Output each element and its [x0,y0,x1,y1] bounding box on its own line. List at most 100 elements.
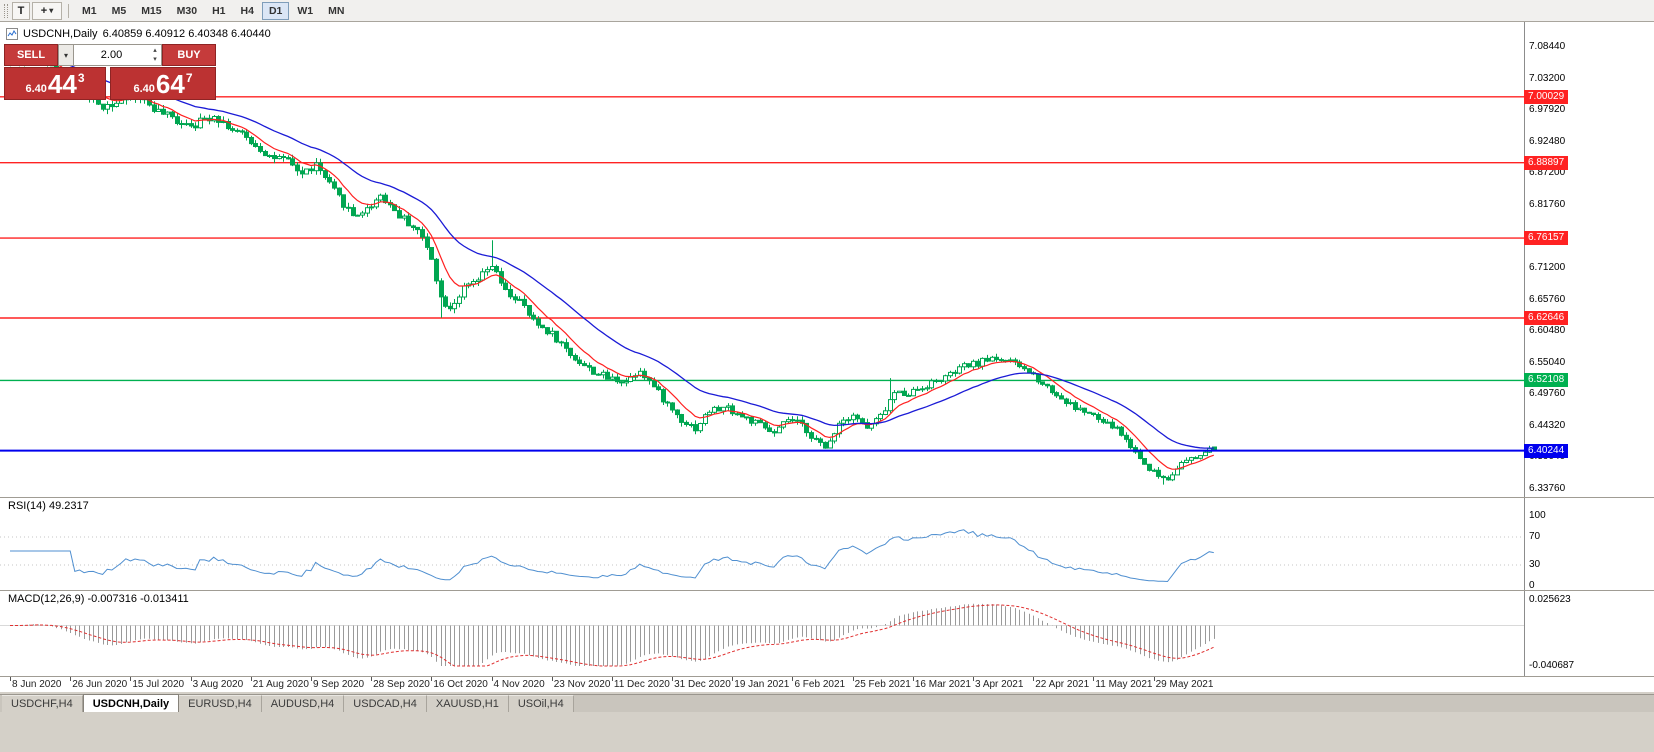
price-axis-label: 6.44320 [1529,419,1566,431]
chart-tabs-bar: USDCHF,H4 USDCNH,Daily EURUSD,H4 AUDUSD,H4 U… [0,694,1654,712]
rsi-line [10,529,1214,583]
chevron-down-icon: ▾ [49,6,54,15]
spinner-down-icon: ▾ [153,56,157,63]
chart-tab-USDCHF[interactable]: USDCHF,H4 [2,695,83,712]
price-axis-label: 7.08440 [1529,41,1566,52]
date-label: 8 Jun 2020 [12,679,62,690]
chart-tab-USOil[interactable]: USOil,H4 [508,695,574,712]
toolbar: T + ▾ M1 M5 M15 M30 H1 H4 D1 W1 MN [0,0,1654,22]
timeframe-button-H1[interactable]: H1 [205,2,232,20]
rsi-scale-label: 100 [1529,510,1546,521]
down-candles [17,54,1217,481]
date-label: 11 Dec 2020 [613,679,670,690]
price-axis-label: 6.92480 [1529,135,1566,147]
date-label: 11 May 2021 [1095,679,1153,690]
timeframe-buttons: M1 M5 M15 M30 H1 H4 D1 W1 MN [75,1,351,20]
rsi-scale-label: 0 [1529,580,1535,591]
chart-canvas[interactable] [0,22,1654,692]
price-tag-6.62646: 6.62646 [1524,311,1569,326]
one-click-trading-panel: SELL ▾ ▴ ▾ BUY 6.40 44 3 6.40 64 [4,44,216,100]
trade-panel-price-row: 6.40 44 3 6.40 64 7 [4,67,216,100]
price-axis-label: 7.03200 [1529,72,1566,84]
toolbar-separator [68,3,69,18]
macd-signal-line [10,604,1215,667]
timeframe-button-MN[interactable]: MN [321,2,351,20]
price-axis-divider [1524,22,1525,676]
sell-price-prefix: 6.40 [25,83,47,95]
timeframe-button-M30[interactable]: M30 [170,2,204,20]
macd-label: MACD(12,26,9) -0.007316 -0.013411 [8,593,189,605]
price-axis-label: 6.60480 [1529,325,1566,337]
templates-button[interactable]: T [12,1,30,20]
sell-price-big: 44 [47,68,77,99]
chart-tab-USDCNH[interactable]: USDCNH,Daily [82,694,180,712]
volume-dropdown-button[interactable]: ▾ [58,44,74,66]
price-axis-label: 6.33760 [1529,482,1566,494]
ema-fast-line [9,57,1214,470]
date-label: 22 Apr 2021 [1035,679,1090,690]
rsi-window-separator[interactable] [0,497,1654,498]
trade-panel-top-row: SELL ▾ ▴ ▾ BUY [4,44,216,66]
rsi-label: RSI(14) 49.2317 [8,500,89,512]
date-label: 23 Nov 2020 [553,679,611,690]
chart-ohlc: 6.40859 6.40912 6.40348 6.40440 [102,28,271,40]
price-tag-6.52108: 6.52108 [1524,373,1569,388]
chart-window [0,22,1654,692]
ema-slow-line [9,59,1214,449]
date-label: 19 Jan 2021 [734,679,790,690]
rsi-scale-label: 30 [1529,559,1541,570]
date-label: 6 Feb 2021 [794,679,846,690]
sell-button[interactable]: SELL [4,44,58,66]
chevron-down-icon: ▾ [63,50,68,60]
chart-tab-XAUUSD[interactable]: XAUUSD,H1 [426,695,509,712]
spinner-up-icon: ▴ [153,47,157,54]
crosshair-tool-button[interactable]: + ▾ [32,1,62,20]
timeframe-button-M5[interactable]: M5 [105,2,134,20]
price-tag-7.00029: 7.00029 [1524,89,1569,104]
macd-window-separator[interactable] [0,590,1654,591]
buy-price-sup: 7 [185,71,193,85]
price-axis-label: 6.71200 [1529,261,1566,273]
price-axis-label: 6.65760 [1529,293,1566,305]
buy-button[interactable]: BUY [162,44,216,66]
price-axis-label: 6.87200 [1529,167,1566,179]
candle-wicks [10,51,1215,485]
crosshair-icon: + [40,4,48,17]
macd-histogram [15,603,1215,666]
chart-title: USDCNH,Daily 6.40859 6.40912 6.40348 6.4… [6,28,271,40]
chart-tab-AUDUSD[interactable]: AUDUSD,H4 [261,695,345,712]
date-label: 16 Oct 2020 [433,679,488,690]
timeframe-button-D1[interactable]: D1 [261,1,290,20]
buy-price-button[interactable]: 6.40 64 7 [110,67,216,100]
date-label: 29 May 2021 [1155,679,1214,690]
buy-price-prefix: 6.40 [133,83,155,95]
chart-tab-EURUSD[interactable]: EURUSD,H4 [179,695,262,712]
chart-symbol: USDCNH,Daily [23,28,98,40]
timeframe-button-M1[interactable]: M1 [75,2,104,20]
price-axis-label: 6.49760 [1529,388,1566,400]
volume-spinner[interactable]: ▴ ▾ [149,45,161,65]
buy-price-big: 64 [155,68,185,99]
price-tag-6.88897: 6.88897 [1524,155,1569,170]
timeframe-button-M15[interactable]: M15 [134,2,168,20]
price-axis-label: 6.97920 [1529,104,1566,116]
price-tag-6.76157: 6.76157 [1524,231,1569,246]
macd-scale-label: 0.025623 [1529,594,1571,605]
timeframe-button-H4[interactable]: H4 [234,2,261,20]
volume-field: ▴ ▾ [74,44,162,66]
sell-price-button[interactable]: 6.40 44 3 [4,67,106,100]
date-ticks [10,676,1155,681]
timeframe-button-W1[interactable]: W1 [290,2,320,20]
toolbar-grip[interactable] [4,3,8,18]
date-label: 4 Nov 2020 [493,679,545,690]
price-axis-label: 6.81760 [1529,198,1566,210]
sell-price-sup: 3 [77,71,85,85]
volume-input[interactable] [74,44,162,66]
time-axis-separator [0,676,1654,677]
date-label: 26 Jun 2020 [72,679,128,690]
macd-scale-label: -0.040687 [1529,660,1575,671]
chart-icon [6,28,18,40]
date-label: 25 Feb 2021 [854,679,911,690]
chart-tab-USDCAD[interactable]: USDCAD,H4 [344,695,427,712]
